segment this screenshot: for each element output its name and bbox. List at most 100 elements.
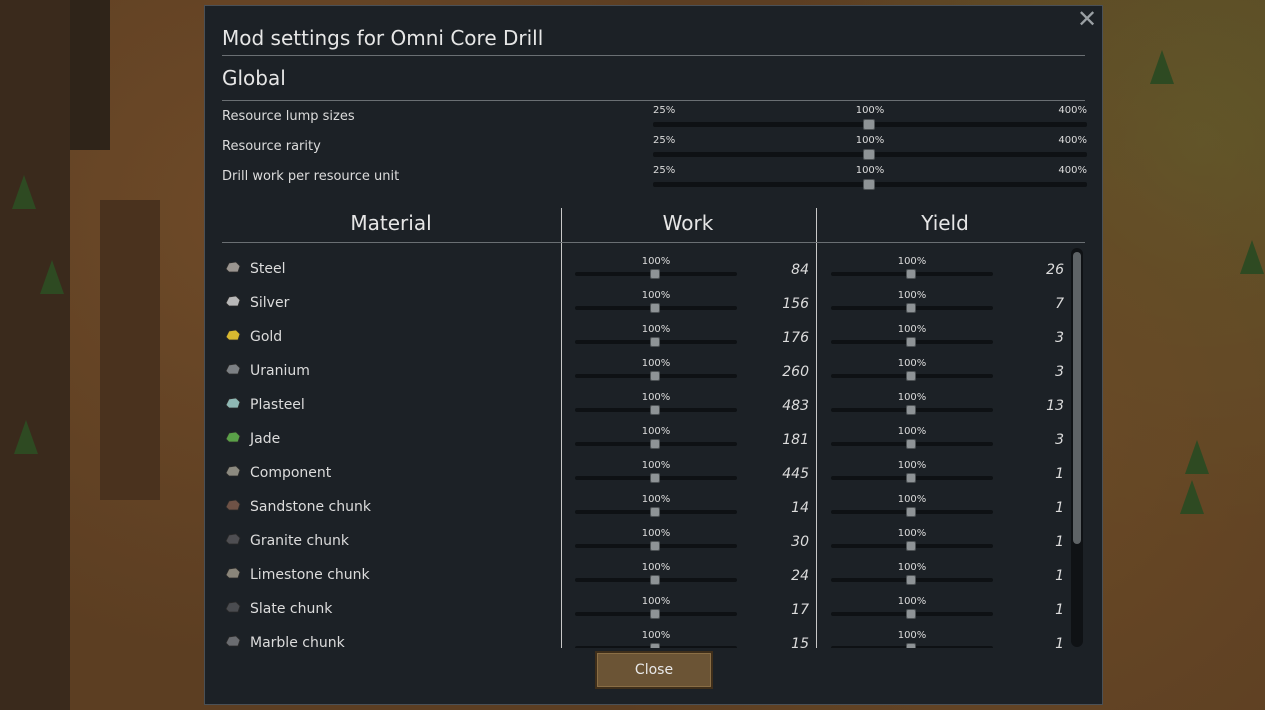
slider-handle[interactable] xyxy=(906,541,916,551)
slider-handle[interactable] xyxy=(650,303,660,313)
table-row: Plasteel 100% 483 100% 13 xyxy=(222,384,1070,418)
yield-slider[interactable]: 100% xyxy=(831,426,993,452)
slider-handle[interactable] xyxy=(650,371,660,381)
work-slider[interactable]: 100% xyxy=(575,460,737,486)
slider-handle[interactable] xyxy=(650,507,660,517)
slider-handle[interactable] xyxy=(863,149,875,160)
rock-wall xyxy=(70,0,110,150)
material-name: Component xyxy=(250,465,332,481)
slider-handle[interactable] xyxy=(906,473,916,483)
work-value: 84 xyxy=(791,262,809,278)
work-slider[interactable]: 100% xyxy=(575,392,737,418)
tree-icon xyxy=(1240,240,1264,274)
work-slider[interactable]: 100% xyxy=(575,426,737,452)
granite-chunk-icon xyxy=(224,531,242,545)
table-row: Limestone chunk 100% 24 100% 1 xyxy=(222,554,1070,588)
work-slider[interactable]: 100% xyxy=(575,528,737,554)
marble-chunk-icon xyxy=(224,633,242,647)
slider-handle[interactable] xyxy=(906,303,916,313)
yield-value: 3 xyxy=(1055,432,1064,448)
slider-handle[interactable] xyxy=(650,405,660,415)
section-divider xyxy=(222,100,1085,101)
column-divider xyxy=(816,208,817,648)
material-list[interactable]: Steel 100% 84 100% 26 Silver 100% 156 10… xyxy=(222,248,1070,648)
work-value: 17 xyxy=(791,602,809,618)
work-slider[interactable]: 100% xyxy=(575,562,737,588)
work-value: 156 xyxy=(782,296,809,312)
yield-slider[interactable]: 100% xyxy=(831,630,993,648)
material-name: Sandstone chunk xyxy=(250,499,371,515)
work-slider[interactable]: 100% xyxy=(575,256,737,282)
yield-percent: 100% xyxy=(897,630,927,641)
slider-handle[interactable] xyxy=(863,179,875,190)
material-name: Silver xyxy=(250,295,290,311)
table-row: Gold 100% 176 100% 3 xyxy=(222,316,1070,350)
yield-percent: 100% xyxy=(897,460,927,471)
steel-icon xyxy=(224,259,242,273)
material-name: Slate chunk xyxy=(250,601,333,617)
slider-handle[interactable] xyxy=(906,439,916,449)
slider-handle[interactable] xyxy=(906,405,916,415)
work-slider[interactable]: 100% xyxy=(575,596,737,622)
yield-percent: 100% xyxy=(897,256,927,267)
scrollbar[interactable] xyxy=(1071,248,1083,647)
silver-icon xyxy=(224,293,242,307)
yield-slider[interactable]: 100% xyxy=(831,392,993,418)
slate-chunk-icon xyxy=(224,599,242,613)
work-percent: 100% xyxy=(641,528,671,539)
yield-slider[interactable]: 100% xyxy=(831,562,993,588)
work-slider[interactable]: 100% xyxy=(575,630,737,648)
slider-handle[interactable] xyxy=(863,119,875,130)
work-slider[interactable]: 100% xyxy=(575,290,737,316)
slider-handle[interactable] xyxy=(650,575,660,585)
yield-slider[interactable]: 100% xyxy=(831,460,993,486)
title-divider xyxy=(222,55,1085,56)
yield-slider[interactable]: 100% xyxy=(831,324,993,350)
slider-handle[interactable] xyxy=(650,541,660,551)
slider-min-label: 25% xyxy=(653,105,676,116)
slider-handle[interactable] xyxy=(650,269,660,279)
slider-min-label: 25% xyxy=(653,165,676,176)
lump-size-slider[interactable]: 25% 100% 400% xyxy=(653,105,1087,131)
slider-handle[interactable] xyxy=(906,269,916,279)
yield-slider[interactable]: 100% xyxy=(831,358,993,384)
yield-value: 26 xyxy=(1046,262,1064,278)
yield-slider[interactable]: 100% xyxy=(831,494,993,520)
slider-handle[interactable] xyxy=(906,507,916,517)
slider-handle[interactable] xyxy=(650,439,660,449)
work-column-header: Work xyxy=(662,211,714,235)
close-button[interactable]: Close xyxy=(595,651,713,689)
rarity-slider[interactable]: 25% 100% 400% xyxy=(653,135,1087,161)
close-icon[interactable]: ✕ xyxy=(1076,5,1098,33)
yield-slider[interactable]: 100% xyxy=(831,256,993,282)
slider-handle[interactable] xyxy=(650,337,660,347)
yield-percent: 100% xyxy=(897,324,927,335)
material-name: Steel xyxy=(250,261,286,277)
slider-handle[interactable] xyxy=(650,643,660,648)
slider-handle[interactable] xyxy=(906,643,916,648)
work-value: 24 xyxy=(791,568,809,584)
tree-icon xyxy=(14,420,38,454)
yield-slider[interactable]: 100% xyxy=(831,290,993,316)
slider-handle[interactable] xyxy=(906,371,916,381)
slider-handle[interactable] xyxy=(906,337,916,347)
slider-handle[interactable] xyxy=(906,575,916,585)
slider-max-label: 400% xyxy=(1058,105,1087,116)
work-slider[interactable]: 100% xyxy=(575,494,737,520)
work-value: 30 xyxy=(791,534,809,550)
yield-slider[interactable]: 100% xyxy=(831,596,993,622)
work-percent: 100% xyxy=(641,256,671,267)
dialog-title: Mod settings for Omni Core Drill xyxy=(222,26,544,50)
scrollbar-thumb[interactable] xyxy=(1073,252,1081,544)
work-slider[interactable]: 100% xyxy=(575,324,737,350)
slider-handle[interactable] xyxy=(906,609,916,619)
drill-work-slider[interactable]: 25% 100% 400% xyxy=(653,165,1087,191)
slider-handle[interactable] xyxy=(650,609,660,619)
slider-handle[interactable] xyxy=(650,473,660,483)
jade-icon xyxy=(224,429,242,443)
yield-slider[interactable]: 100% xyxy=(831,528,993,554)
yield-value: 1 xyxy=(1055,602,1064,618)
material-name: Gold xyxy=(250,329,283,345)
rock-wall xyxy=(100,200,160,500)
work-slider[interactable]: 100% xyxy=(575,358,737,384)
